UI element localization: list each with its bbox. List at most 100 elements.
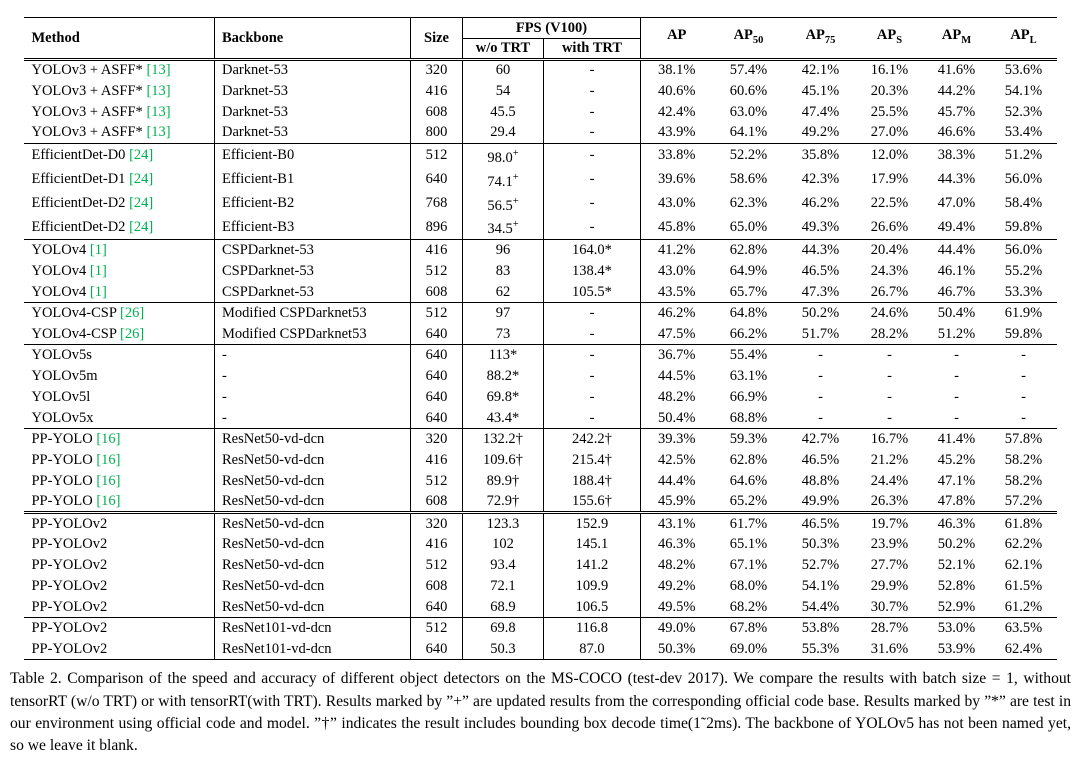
ap-cell: 43.9% (640, 122, 713, 144)
ap-cell: 66.2% (712, 323, 785, 346)
size-cell: 768 (410, 191, 463, 216)
table-row: PP-YOLOv2 ResNet101-vd-dcn 512 69.8 116.8 49.… (24, 617, 1056, 639)
ap-cell: 52.8% (937, 577, 976, 594)
ap-cell: 28.2% (856, 323, 923, 346)
ap-cell: 61.2% (990, 596, 1057, 619)
fps-wo-trt-cell: 97 (462, 302, 544, 324)
table-row: YOLOv4 [1] CSPDarknet-53 608 62 105.5* 43.5% 6… (24, 281, 1057, 304)
backbone-cell: CSPDarknet-53 (214, 239, 411, 261)
ap-cell: 43.1% (658, 515, 696, 532)
citation-link[interactable]: [16] (92, 472, 121, 489)
citation-link[interactable]: [1] (86, 242, 107, 259)
ap-cell: 67.1% (729, 556, 768, 573)
table-header: Method Backbone Size FPS (V100) AP AP50 … (24, 17, 1057, 61)
citation-link[interactable]: [24] (125, 195, 154, 212)
size-cell: 320 (410, 428, 463, 450)
backbone-cell: Efficient-B2 (214, 191, 411, 216)
ap-cell: 49.4% (922, 215, 991, 241)
citation-link[interactable]: [24] (125, 147, 154, 164)
method-cell: EfficientDet-D0 [24] (24, 143, 215, 168)
ap-cell: 55.3% (784, 638, 857, 661)
ap-cell: 46.5% (801, 515, 840, 532)
ap-cell: 51.2% (1004, 147, 1043, 164)
ap-cell: 56.0% (1004, 171, 1043, 188)
size-cell: 608 (410, 491, 463, 515)
ap-cell: 53.8% (801, 620, 840, 637)
fps-wo-trt-cell: 96 (462, 239, 544, 261)
ap-cell: 53.9% (922, 638, 991, 661)
table-row: EfficientDet-D2 [24] Efficient-B3 896 34.5+… (24, 215, 1057, 241)
ap-cell: - (856, 407, 923, 430)
fps-with-trt-cell: - (543, 344, 642, 366)
ap-cell: 54.1% (801, 577, 840, 594)
fps-with-trt-cell: - (543, 80, 642, 102)
citation-link[interactable]: [16] (92, 451, 121, 468)
ap-cell: 52.9% (922, 596, 991, 619)
ap-cell: 52.2% (729, 147, 768, 164)
method-label: YOLOv3 + ASFF* (31, 62, 143, 79)
citation-link[interactable]: [26] (116, 305, 145, 322)
ap-cell: 16.7% (870, 431, 909, 448)
ap-cell: - (990, 407, 1057, 430)
fps-with-trt-cell: - (543, 215, 642, 241)
ap-cell: 59.8% (990, 323, 1057, 346)
citation-link[interactable]: [24] (125, 171, 154, 188)
ap-cell: 42.1% (801, 62, 840, 79)
method-label: PP-YOLO (31, 451, 93, 468)
ap-cell: 59.8% (990, 215, 1057, 241)
method-label: YOLOv4 (31, 242, 87, 259)
citation-link[interactable]: [1] (86, 262, 107, 279)
ap-cell: 62.8% (729, 242, 768, 259)
ap-cell: 57.8% (1004, 431, 1043, 448)
ap-cell: 65.1% (729, 535, 768, 552)
ap-cell: 53.3% (990, 281, 1057, 304)
table-row: YOLOv3 + ASFF* [13] Darknet-53 320 60-38.1%… (24, 59, 1056, 81)
citation-link[interactable]: [13] (142, 82, 171, 99)
ap-cell: 48.2% (658, 556, 696, 573)
ap-cell: 47.0% (937, 195, 976, 212)
method-cell: EfficientDet-D1 [24] (24, 167, 215, 192)
method-label: PP-YOLOv2 (31, 640, 108, 657)
ap-cell: 53.0% (937, 620, 976, 637)
fps-wo-trt-cell: 62 (462, 281, 544, 304)
method-cell: PP-YOLO [16] (24, 491, 215, 515)
method-label: YOLOv5s (31, 347, 92, 364)
ap-cell: - (1021, 367, 1026, 384)
backbone-cell: ResNet50-vd-dcn (214, 491, 411, 515)
citation-link[interactable]: [13] (142, 103, 171, 120)
table-row: YOLOv4-CSP [26] Modified CSPDarknet53 512 9… (24, 302, 1056, 324)
citation-link[interactable]: [24] (125, 218, 154, 235)
fps-with-trt-cell: 116.8 (543, 617, 642, 639)
ap-cell: 64.9% (729, 262, 768, 279)
ap-cell: 46.3% (658, 535, 696, 552)
table-row: YOLOv3 + ASFF* [13] Darknet-53 416 54-40.6%… (24, 80, 1056, 102)
fps-wo-trt-cell: 83 (462, 260, 544, 282)
ap-cell: 24.4% (870, 472, 909, 489)
method-cell: PP-YOLOv2 (24, 596, 215, 619)
ap-cell: - (887, 388, 892, 405)
citation-link[interactable]: [16] (92, 431, 121, 448)
ap-cell: 46.1% (937, 262, 976, 279)
citation-link[interactable]: [1] (86, 283, 107, 300)
ap-cell: 33.8% (658, 147, 696, 164)
ap-cell: 60.6% (729, 82, 768, 99)
method-cell: PP-YOLO [16] (24, 470, 215, 492)
ap-cell: 57.2% (990, 491, 1057, 515)
ap-cell: - (887, 347, 892, 364)
ap-cell: 45.7% (937, 103, 976, 120)
citation-link[interactable]: [13] (142, 62, 171, 79)
table-row: EfficientDet-D2 [24] Efficient-B2 768 56.5+… (24, 191, 1056, 216)
ap-cell: 64.6% (729, 472, 768, 489)
ap-cell: 50.2% (937, 535, 976, 552)
citation-link[interactable]: [26] (116, 325, 145, 342)
col-header-method: Method (24, 17, 215, 61)
citation-link[interactable]: [16] (92, 493, 121, 510)
ap-cell: 41.2% (658, 242, 696, 259)
fps-with-trt-cell: - (543, 323, 642, 346)
table-row: YOLOv5x -640 43.4* -50.4% 68.8% - - - - (24, 407, 1057, 430)
method-cell: YOLOv3 + ASFF* [13] (24, 59, 215, 81)
method-cell: EfficientDet-D2 [24] (24, 191, 215, 216)
col-header-fps-with-trt: with TRT (543, 38, 642, 61)
size-cell: 416 (410, 449, 463, 471)
citation-link[interactable]: [13] (142, 124, 171, 141)
